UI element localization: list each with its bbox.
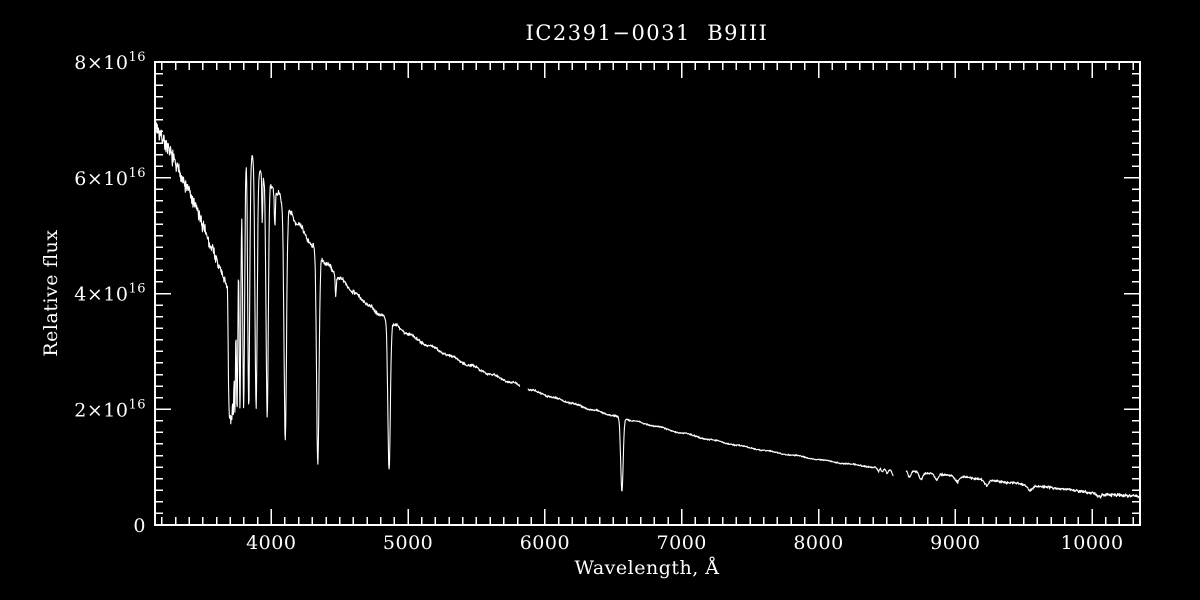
spectrum-trace (154, 116, 1141, 499)
x-tick-label: 5000 (383, 532, 433, 554)
x-tick-label: 6000 (520, 532, 570, 554)
x-axis-label: Wavelength, Å (574, 557, 719, 579)
y-tick-label: 2×1016 (74, 397, 146, 421)
y-axis-label: Relative flux (40, 229, 62, 356)
x-tick-label: 7000 (657, 532, 707, 554)
plot-frame (154, 61, 1141, 526)
axes: 4000 5000 6000 7000 8000 9000 10000 0 2×1016 4×10… (74, 50, 1141, 554)
x-tick-label: 9000 (930, 532, 980, 554)
x-tick-label: 8000 (793, 532, 843, 554)
x-tick-label: 4000 (246, 532, 296, 554)
y-tick-label: 8×1016 (74, 50, 146, 74)
y-tick-label: 4×1016 (74, 282, 146, 306)
x-tick-label: 10000 (1061, 532, 1124, 554)
y-tick-label: 0 (133, 515, 146, 537)
y-tick-label: 6×1016 (74, 166, 146, 190)
plot-title: IC2391−0031 B9III (526, 21, 769, 45)
